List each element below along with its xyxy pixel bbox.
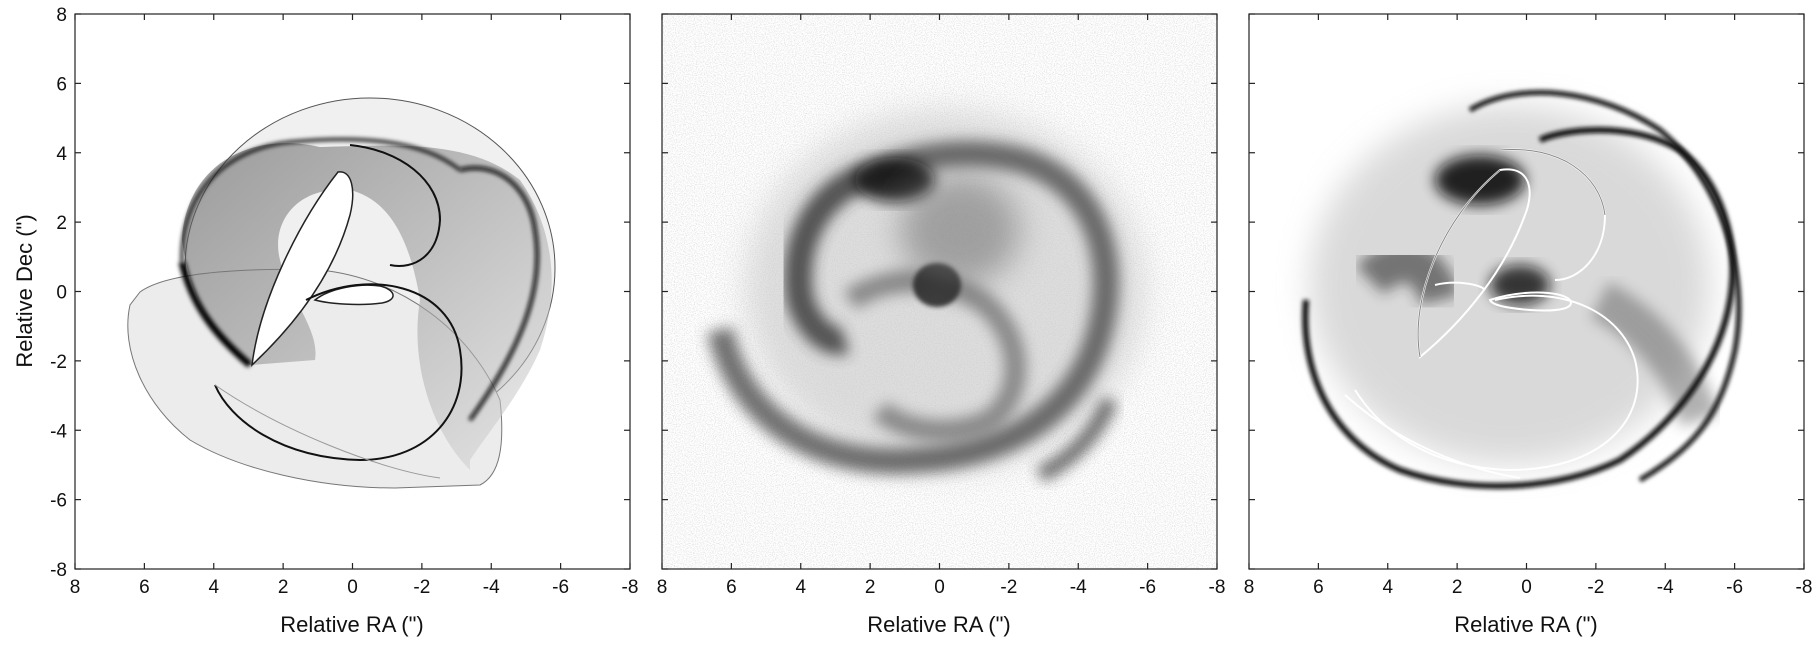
- x-axis-title: Relative RA ("): [280, 612, 424, 637]
- x-tick-label: 8: [1244, 577, 1255, 598]
- x-tick-label: -6: [1726, 577, 1743, 598]
- observation-image: [662, 14, 1217, 569]
- y-tick-label: 6: [56, 74, 67, 95]
- x-tick-label: 6: [1313, 577, 1324, 598]
- x-tick-label: -2: [1587, 577, 1604, 598]
- x-tick-label: 6: [726, 577, 737, 598]
- x-tick-label: 4: [795, 577, 806, 598]
- x-tick-label: -4: [1070, 577, 1087, 598]
- model-image: [127, 97, 556, 489]
- x-tick-label: 0: [347, 577, 358, 598]
- y-tick-label: 0: [56, 283, 67, 304]
- x-tick-label: 0: [1521, 577, 1532, 598]
- x-axis-title: Relative RA ("): [867, 612, 1011, 637]
- x-tick-label: 2: [865, 577, 876, 598]
- x-tick-label: -8: [1796, 577, 1813, 598]
- x-tick-label: -8: [1209, 577, 1226, 598]
- x-tick-label: -6: [1139, 577, 1156, 598]
- y-tick-label: 8: [56, 5, 67, 26]
- panel-model: 8 6 4 2 0 -2 -4 -6 -8 -8 -6 -4 -2 0 2 4 6 8 Relative RA (…: [12, 5, 638, 637]
- x-tick-label: 8: [657, 577, 668, 598]
- y-tick-label: -2: [50, 352, 67, 373]
- y-tick-label: 2: [56, 213, 67, 234]
- x-tick-label: 2: [278, 577, 289, 598]
- panel-observation: 8 6 4 2 0 -2 -4 -6 -8 Relative RA ("): [657, 13, 1226, 637]
- x-tick-label: 0: [934, 577, 945, 598]
- x-tick-label: -4: [1657, 577, 1674, 598]
- x-axis-title: Relative RA ("): [1454, 612, 1598, 637]
- x-tick-label: 6: [139, 577, 150, 598]
- overlay-image: [1249, 14, 1804, 569]
- x-tick-label: 4: [208, 577, 219, 598]
- x-tick-label: -6: [552, 577, 569, 598]
- panel-overlay: 8 6 4 2 0 -2 -4 -6 -8 Relative RA ("): [1244, 13, 1813, 637]
- x-tick-label: -4: [483, 577, 500, 598]
- x-tick-label: 2: [1452, 577, 1463, 598]
- y-tick-label: -8: [50, 560, 67, 581]
- y-axis-title: Relative Dec ("): [12, 214, 37, 367]
- y-tick-label: -4: [50, 421, 67, 442]
- x-tick-label: 8: [70, 577, 81, 598]
- y-tick-label: 4: [56, 144, 67, 165]
- x-tick-label: -2: [1000, 577, 1017, 598]
- x-tick-label: -8: [622, 577, 639, 598]
- x-tick-label: 4: [1382, 577, 1393, 598]
- x-tick-label: -2: [413, 577, 430, 598]
- y-tick-label: -6: [50, 491, 67, 512]
